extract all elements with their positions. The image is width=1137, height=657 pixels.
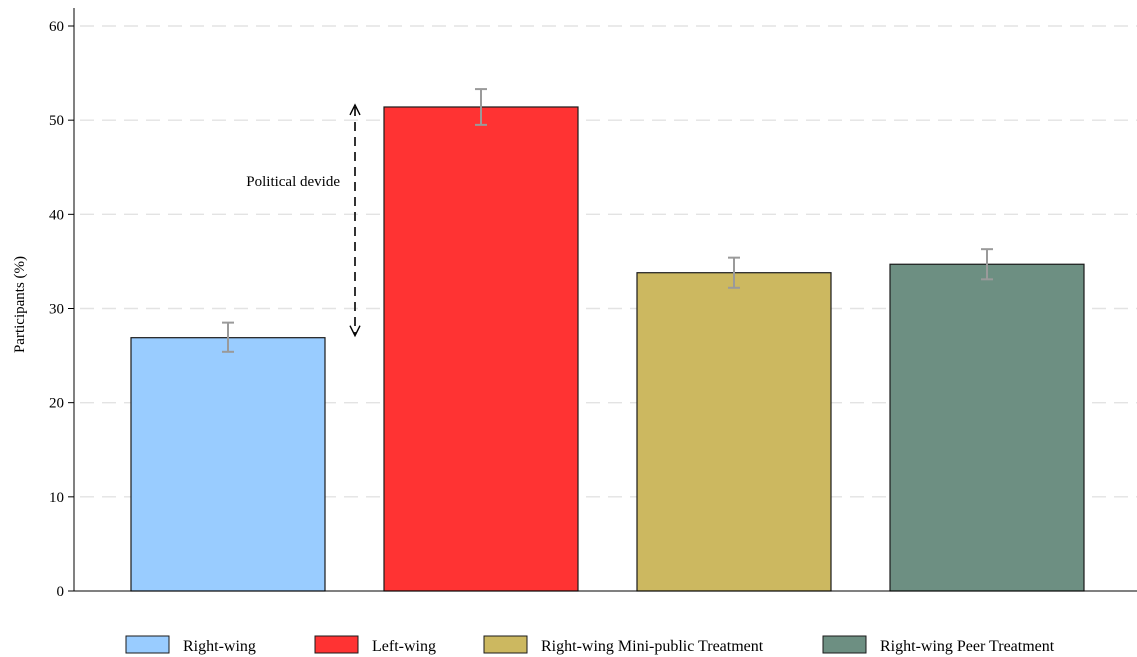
annotation-label: Political devide <box>246 174 340 190</box>
y-tick-label: 10 <box>49 490 64 506</box>
legend: Right-wing Left-wing Right-wing Mini-publi… <box>125 635 1055 655</box>
bar <box>636 272 832 592</box>
bar <box>130 337 326 592</box>
bar <box>383 106 579 592</box>
political-divide-annotation: Political devide <box>246 103 361 338</box>
bar <box>889 263 1085 592</box>
arrow-head-bottom <box>349 325 361 338</box>
legend-swatch <box>125 635 170 654</box>
y-tick-label: 0 <box>57 584 65 600</box>
y-tick-label: 50 <box>49 113 64 129</box>
legend-label: Left-wing <box>372 638 436 655</box>
y-tick-label: 30 <box>49 302 64 318</box>
y-tick-labels: 0 10 20 30 40 50 60 <box>49 19 64 600</box>
legend-label: Right-wing Mini-public Treatment <box>541 638 764 655</box>
legend-label: Right-wing <box>183 638 256 655</box>
legend-swatch <box>822 635 867 654</box>
y-tick-label: 40 <box>49 207 64 223</box>
legend-swatch <box>314 635 359 654</box>
y-axis-title: Participants (%) <box>12 256 28 353</box>
axes <box>68 8 1137 592</box>
error-bars <box>222 88 993 353</box>
legend-label: Right-wing Peer Treatment <box>880 638 1055 655</box>
legend-swatch <box>483 635 528 654</box>
y-tick-label: 20 <box>49 396 64 412</box>
y-tick-label: 60 <box>49 19 64 35</box>
arrow-head-top <box>349 103 361 116</box>
